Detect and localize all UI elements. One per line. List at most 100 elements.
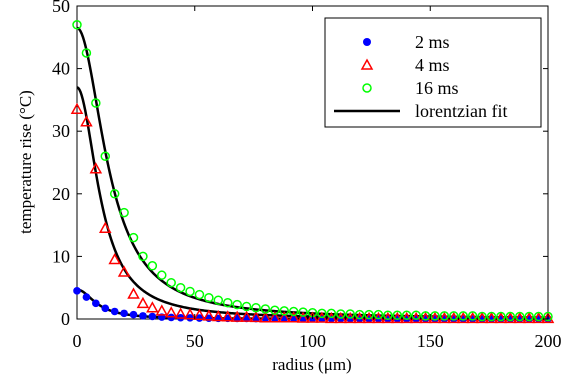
data-point-16ms <box>326 308 337 319</box>
y-axis-label: temperature rise (°C) <box>16 90 35 234</box>
data-point-4ms <box>475 311 489 324</box>
data-point-16ms <box>467 311 478 321</box>
data-point-4ms <box>127 287 140 299</box>
data-point-4ms <box>155 304 169 316</box>
x-tick-label: 100 <box>299 331 326 351</box>
data-point-16ms <box>458 311 468 321</box>
legend-label-16ms: 16 ms <box>415 78 459 98</box>
data-point-16ms <box>524 311 534 322</box>
data-point-16ms <box>241 301 252 312</box>
data-point-4ms <box>419 311 432 324</box>
data-point-16ms <box>91 98 101 108</box>
data-point-4ms <box>183 308 197 320</box>
data-point-2ms <box>120 309 128 318</box>
data-point-4ms <box>522 311 536 324</box>
data-point-4ms <box>447 311 461 324</box>
data-point-16ms <box>270 305 280 315</box>
legend-marker-4ms <box>360 58 374 70</box>
data-point-4ms <box>428 311 442 324</box>
data-point-4ms <box>202 309 216 321</box>
x-tick-label: 0 <box>73 331 82 351</box>
data-point-16ms <box>260 304 271 314</box>
y-tick-label: 40 <box>52 59 70 79</box>
data-point-16ms <box>185 286 195 297</box>
data-point-16ms <box>166 277 176 288</box>
data-point-4ms <box>174 307 187 319</box>
data-point-4ms <box>98 221 112 233</box>
data-point-2ms <box>82 293 91 301</box>
data-point-4ms <box>70 102 84 115</box>
data-point-16ms <box>345 309 355 319</box>
data-point-16ms <box>128 232 139 243</box>
legend-label-4ms: 4 ms <box>415 55 450 75</box>
data-point-4ms <box>240 310 253 322</box>
data-point-4ms <box>466 311 479 324</box>
legend-label-2ms: 2 ms <box>415 32 450 52</box>
data-point-16ms <box>138 251 148 262</box>
data-point-16ms <box>213 295 224 305</box>
data-point-16ms <box>81 48 92 58</box>
y-tick-label: 20 <box>52 184 70 204</box>
data-point-16ms <box>157 270 167 280</box>
data-point-4ms <box>306 311 319 323</box>
data-point-4ms <box>315 311 329 323</box>
data-point-4ms <box>136 296 150 309</box>
data-point-4ms <box>541 311 555 324</box>
data-point-4ms <box>532 311 545 324</box>
data-point-4ms <box>325 311 338 324</box>
data-point-16ms <box>251 302 261 313</box>
data-point-16ms <box>364 309 374 320</box>
data-point-4ms <box>456 311 470 324</box>
data-point-16ms <box>147 261 158 271</box>
y-tick-label: 10 <box>52 246 70 266</box>
data-point-4ms <box>438 311 451 324</box>
data-point-4ms <box>259 311 272 323</box>
data-point-16ms <box>298 307 308 317</box>
data-point-16ms <box>194 289 205 300</box>
data-point-4ms <box>230 310 244 322</box>
x-tick-label: 200 <box>535 331 562 351</box>
data-point-16ms <box>449 311 459 321</box>
data-point-16ms <box>533 311 544 322</box>
data-point-16ms <box>232 299 242 310</box>
data-point-16ms <box>439 311 450 321</box>
data-point-4ms <box>193 308 206 320</box>
data-point-2ms <box>101 304 110 313</box>
data-point-4ms <box>277 311 291 323</box>
legend-marker-16ms <box>362 83 372 93</box>
data-point-16ms <box>383 310 393 320</box>
data-point-4ms <box>164 306 178 318</box>
data-point-16ms <box>486 311 497 322</box>
data-point-4ms <box>513 311 527 324</box>
data-point-2ms <box>73 287 81 295</box>
legend: 2 ms 4 ms 16 ms lorentzian fit <box>324 17 542 128</box>
x-tick-label: 150 <box>417 331 444 351</box>
legend-label-fit: lorentzian fit <box>415 101 507 121</box>
data-point-16ms <box>496 311 506 322</box>
y-tick-label: 0 <box>61 309 70 329</box>
data-point-2ms <box>129 310 138 319</box>
data-point-16ms <box>430 311 440 321</box>
data-point-16ms <box>72 20 82 30</box>
data-point-4ms <box>485 311 498 324</box>
data-point-16ms <box>119 207 129 218</box>
data-point-4ms <box>108 252 121 265</box>
axis-ticks: 0 50 100 150 200 0 10 20 30 40 50 <box>52 0 562 351</box>
data-point-16ms <box>222 297 233 308</box>
data-point-4ms <box>212 309 225 322</box>
data-point-4ms <box>296 311 310 323</box>
data-point-2ms <box>148 312 157 321</box>
x-axis-label: radius (μm) <box>272 355 351 374</box>
data-point-16ms <box>514 311 525 322</box>
data-point-16ms <box>279 306 289 316</box>
data-point-4ms <box>146 301 159 313</box>
data-point-2ms <box>139 312 147 320</box>
data-point-16ms <box>354 309 365 320</box>
data-point-4ms <box>494 311 508 324</box>
data-point-16ms <box>505 311 516 322</box>
data-point-4ms <box>287 311 300 323</box>
y-tick-label: 30 <box>52 121 70 141</box>
data-point-16ms <box>543 311 553 322</box>
data-point-4ms <box>117 265 131 277</box>
